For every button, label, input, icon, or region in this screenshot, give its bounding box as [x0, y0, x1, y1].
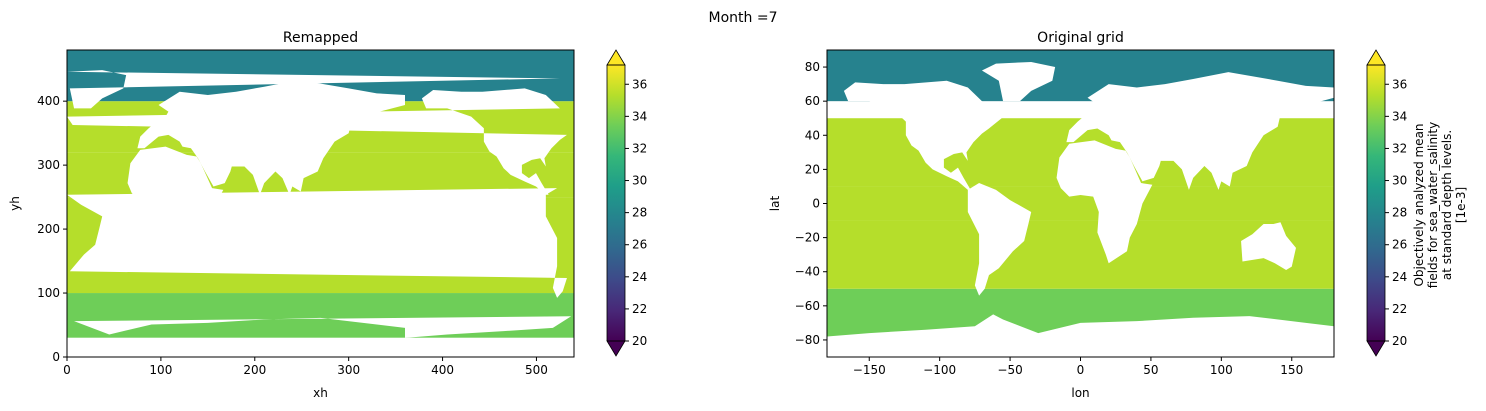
land-mask-south-america: [967, 183, 1032, 296]
y-tick-label: 20: [805, 162, 820, 176]
colorbar-tick-label-left: 36: [632, 77, 647, 91]
x-tick-label: 100: [149, 363, 172, 377]
original-grid-map: [827, 50, 1334, 357]
original-xlabel: lon: [1071, 386, 1089, 400]
land-mask-eurasia: [1066, 72, 1334, 190]
land-mask-antarctica: [74, 316, 572, 357]
remapped-axes-frame: [66, 49, 575, 358]
x-tick-label: 300: [337, 363, 360, 377]
colorbar-gradient-left: [607, 65, 625, 341]
land-mask-africa: [127, 146, 224, 267]
x-tick-label: 500: [525, 363, 548, 377]
colorbar-tick-label-right: 20: [1392, 334, 1407, 348]
x-tick-label: −100: [923, 363, 956, 377]
panel-original-title: Original grid: [1037, 30, 1124, 46]
remapped-xlabel: xh: [313, 386, 328, 400]
y-tick-label: −60: [795, 299, 820, 313]
colorbar-tick-label-left: 32: [632, 141, 647, 155]
original-ylabel: lat: [768, 196, 782, 212]
y-tick-label: −40: [795, 265, 820, 279]
colorbar-tick-label-right: 24: [1392, 270, 1407, 284]
colorbar-tick-label-right: 34: [1392, 109, 1407, 123]
remapped-map: [67, 50, 574, 357]
x-tick-label: 100: [1210, 363, 1233, 377]
colorbar-tick-label-right: 28: [1392, 206, 1407, 220]
land-mask-australia: [1241, 222, 1296, 271]
x-tick-label: −150: [853, 363, 886, 377]
colorbar-left: 20 22 24 26 28 30 32 34 36: [606, 49, 647, 357]
y-tick-label: 0: [812, 197, 820, 211]
x-tick-label: 150: [1280, 363, 1303, 377]
land-mask-north-america: [843, 80, 1002, 190]
x-tick-label: 400: [431, 363, 454, 377]
colorbar-extend-max-left: [606, 49, 626, 66]
colorbar-label-line-2: fields for sea_water_salinity: [1426, 122, 1440, 288]
colorbar-tick-label-left: 28: [632, 206, 647, 220]
x-tick-label: −50: [997, 363, 1022, 377]
y-tick-label: 400: [37, 94, 60, 108]
panel-remapped: Remapped 0 100 200 300 400 500 0 100 200 300 400 x…: [8, 30, 575, 400]
colorbar-tick-label-right: 26: [1392, 238, 1407, 252]
original-ticks: −150 −100 −50 0 50 100 150 −80 −60 −40 −20 0 20 40 60 8…: [795, 60, 1304, 377]
x-tick-label: 200: [243, 363, 266, 377]
land-mask-eurasia: [137, 80, 405, 195]
y-tick-label: 300: [37, 158, 60, 172]
colorbar-tick-label-right: 32: [1392, 141, 1407, 155]
y-tick-label: 200: [37, 222, 60, 236]
y-tick-label: −20: [795, 231, 820, 245]
figure-suptitle: Month =7: [709, 10, 778, 26]
y-tick-label: 100: [37, 286, 60, 300]
colorbar-extend-min-right: [1366, 340, 1386, 357]
y-tick-label: 0: [52, 350, 60, 364]
remapped-ticks: 0 100 200 300 400 500 0 100 200 300 400: [37, 94, 548, 377]
colorbar-tick-label-left: 24: [632, 270, 647, 284]
land-mask-antarctica: [827, 314, 1334, 357]
panel-original-grid: Original grid −150 −100 −50 0 50 100 150 −80 −60…: [768, 30, 1335, 400]
colorbar-tick-label-left: 26: [632, 238, 647, 252]
land-mask-greenland: [981, 61, 1056, 102]
colorbar-label-line-1: Objectively analyzed mean: [1412, 123, 1426, 286]
y-tick-label: 60: [805, 94, 820, 108]
colorbar-tick-label-right: 30: [1392, 174, 1407, 188]
land-mask-greenland: [67, 70, 560, 109]
x-tick-label: 0: [63, 363, 71, 377]
colorbar-tick-label-left: 30: [632, 174, 647, 188]
colorbar-right: 20 22 24 26 28 30 32 34 36: [1366, 49, 1407, 357]
colorbar-label-line-3: at standard depth levels.: [1440, 130, 1454, 280]
y-tick-label: 40: [805, 128, 820, 142]
colorbar-tick-label-left: 22: [632, 302, 647, 316]
colorbar-tick-label-right: 22: [1392, 302, 1407, 316]
panel-remapped-title: Remapped: [283, 30, 358, 46]
land-mask-africa: [1056, 140, 1153, 264]
colorbar-tick-label-left: 34: [632, 109, 647, 123]
colorbar-outline-left: [606, 64, 626, 342]
y-tick-label: 80: [805, 60, 820, 74]
colorbar-tick-label-right: 36: [1392, 77, 1407, 91]
remapped-ylabel: yh: [8, 196, 22, 211]
x-tick-label: 50: [1143, 363, 1158, 377]
colorbar-tick-label-left: 20: [632, 334, 647, 348]
colorbar-outline-right: [1366, 64, 1386, 342]
colorbar-extend-max-right: [1366, 49, 1386, 66]
colorbar-extend-min-left: [606, 340, 626, 357]
colorbar-right-label: Objectively analyzed mean fields for sea…: [1412, 122, 1468, 288]
colorbar-label-line-4: [1e-3]: [1454, 187, 1468, 223]
colorbar-gradient-right: [1367, 65, 1385, 341]
x-tick-label: 0: [1077, 363, 1085, 377]
y-tick-label: −80: [795, 333, 820, 347]
land-mask-australia: [312, 226, 367, 273]
